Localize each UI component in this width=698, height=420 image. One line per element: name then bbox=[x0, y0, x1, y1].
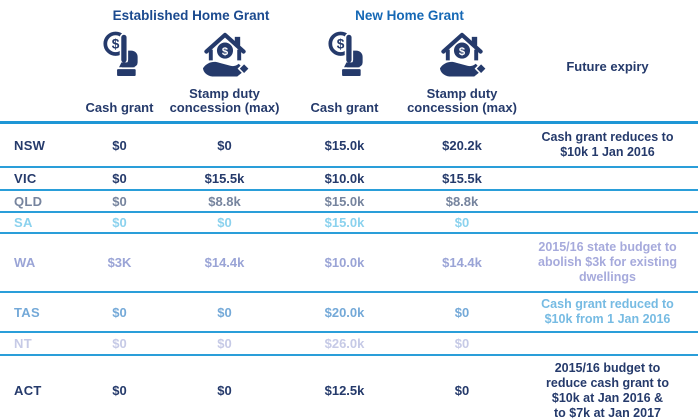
column-header-new-cash-grant: Cash grant bbox=[310, 100, 379, 116]
established-cash-grant-icon-cell bbox=[72, 25, 167, 82]
new-stamp-duty-value: $20.2k bbox=[442, 137, 482, 153]
column-header-established-cash-grant: Cash grant bbox=[85, 100, 154, 116]
new-stamp-duty-icon-cell bbox=[407, 25, 517, 82]
new-stamp-duty-value: $15.5k bbox=[442, 171, 482, 186]
table-row: NT $0 $0 $26.0k $0 bbox=[0, 333, 698, 356]
new-stamp-duty-value: $0 bbox=[454, 304, 470, 320]
established-home-grant-title: Established Home Grant bbox=[112, 8, 270, 23]
coin-tap-icon bbox=[325, 30, 365, 77]
established-cash-grant-value: $0 bbox=[112, 137, 127, 153]
table-row: ACT $0 $0 $12.5k $0 2015/16 budget to re… bbox=[0, 356, 698, 420]
table-row: NSW $0 $0 $15.0k $20.2k Cash grant reduc… bbox=[0, 124, 698, 168]
new-cash-grant-value: $15.0k bbox=[324, 137, 365, 153]
future-expiry-note: 2015/16 state budget to abolish $3k for … bbox=[538, 240, 677, 284]
new-stamp-duty-value: $14.4k bbox=[442, 255, 482, 270]
established-cash-grant-value: $3K bbox=[107, 255, 132, 270]
new-cash-grant-value: $12.5k bbox=[324, 383, 365, 398]
future-expiry-note bbox=[517, 197, 698, 205]
state-label: NSW bbox=[14, 137, 46, 153]
established-stamp-duty-icon-cell bbox=[167, 25, 282, 82]
new-cash-grant-value: $26.0k bbox=[324, 336, 365, 351]
table-row: QLD $0 $8.8k $15.0k $8.8k bbox=[0, 191, 698, 213]
state-label: WA bbox=[14, 255, 36, 270]
new-cash-grant-value: $10.0k bbox=[324, 171, 365, 186]
state-label: QLD bbox=[14, 193, 43, 209]
future-expiry-note: 2015/16 budget to reduce cash grant to $… bbox=[546, 360, 669, 420]
established-stamp-duty-value: $8.8k bbox=[208, 193, 241, 209]
new-cash-grant-value: $10.0k bbox=[324, 255, 365, 270]
state-label: ACT bbox=[14, 383, 42, 398]
house-in-hand-icon bbox=[199, 30, 251, 77]
new-stamp-duty-value: $0 bbox=[454, 383, 470, 398]
house-in-hand-icon bbox=[436, 30, 488, 77]
state-label: TAS bbox=[14, 304, 40, 320]
future-expiry-note: Cash grant reduces to $10k 1 Jan 2016 bbox=[541, 130, 674, 159]
future-expiry-note bbox=[517, 340, 698, 348]
state-label: VIC bbox=[14, 171, 37, 186]
new-stamp-duty-value: $0 bbox=[454, 336, 470, 351]
table-row: SA $0 $0 $15.0k $0 bbox=[0, 213, 698, 234]
new-home-grant-title: New Home Grant bbox=[355, 8, 464, 23]
column-header-new-stamp-duty: Stamp duty concession (max) bbox=[407, 85, 517, 116]
future-expiry-note bbox=[517, 175, 698, 183]
new-cash-grant-icon-cell bbox=[282, 25, 407, 82]
established-cash-grant-value: $0 bbox=[112, 193, 127, 209]
table-header: Established Home Grant New Home Grant Ca… bbox=[0, 0, 698, 124]
established-cash-grant-value: $0 bbox=[112, 171, 127, 186]
new-stamp-duty-value: $8.8k bbox=[445, 193, 479, 209]
table-row: WA $3K $14.4k $10.0k $14.4k 2015/16 stat… bbox=[0, 234, 698, 293]
established-stamp-duty-value: $0 bbox=[217, 383, 232, 398]
table-row: VIC $0 $15.5k $10.0k $15.5k bbox=[0, 168, 698, 191]
new-cash-grant-value: $15.0k bbox=[324, 215, 365, 230]
table-row: TAS $0 $0 $20.0k $0 Cash grant reduced t… bbox=[0, 293, 698, 333]
established-stamp-duty-value: $15.5k bbox=[204, 171, 245, 186]
column-header-future-expiry: Future expiry bbox=[566, 58, 649, 74]
table-body: NSW $0 $0 $15.0k $20.2k Cash grant reduc… bbox=[0, 124, 698, 420]
state-label: NT bbox=[14, 336, 32, 351]
new-cash-grant-value: $15.0k bbox=[324, 193, 365, 209]
state-label: SA bbox=[14, 215, 33, 230]
coin-tap-icon bbox=[100, 30, 140, 77]
established-cash-grant-value: $0 bbox=[112, 304, 127, 320]
column-header-established-stamp-duty: Stamp duty concession (max) bbox=[169, 85, 280, 116]
new-cash-grant-value: $20.0k bbox=[324, 304, 365, 320]
established-stamp-duty-value: $0 bbox=[217, 137, 232, 153]
established-stamp-duty-value: $0 bbox=[217, 336, 232, 351]
new-stamp-duty-value: $0 bbox=[454, 215, 470, 230]
established-stamp-duty-value: $0 bbox=[217, 304, 232, 320]
future-expiry-note: Cash grant reduced to $10k from 1 Jan 20… bbox=[541, 297, 674, 326]
established-cash-grant-value: $0 bbox=[112, 215, 127, 230]
established-cash-grant-value: $0 bbox=[112, 336, 127, 351]
future-expiry-note bbox=[517, 219, 698, 227]
established-stamp-duty-value: $14.4k bbox=[204, 255, 245, 270]
established-cash-grant-value: $0 bbox=[112, 383, 127, 398]
established-stamp-duty-value: $0 bbox=[217, 215, 232, 230]
